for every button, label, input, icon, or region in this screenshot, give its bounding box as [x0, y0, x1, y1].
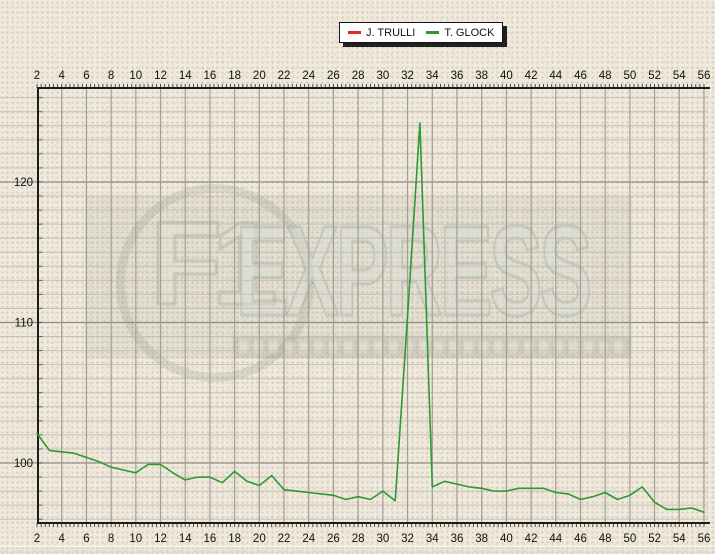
x-tick-label-top: 24	[302, 70, 315, 82]
x-tick-label-bottom: 52	[648, 533, 661, 545]
x-tick-label-bottom: 54	[673, 533, 686, 545]
legend: J. TRULLI T. GLOCK	[339, 22, 504, 43]
x-tick-label-bottom: 10	[129, 533, 142, 545]
x-tick-label-top: 14	[179, 70, 192, 82]
x-tick-label-bottom: 28	[352, 533, 365, 545]
x-tick-label-top: 46	[574, 70, 587, 82]
x-tick-label-bottom: 40	[500, 533, 513, 545]
x-tick-label-top: 28	[352, 70, 365, 82]
x-tick-label-bottom: 32	[401, 533, 414, 545]
x-tick-label-bottom: 16	[204, 533, 217, 545]
window-bottom-edge	[0, 546, 715, 554]
legend-item-glock: T. GLOCK	[426, 27, 494, 39]
x-tick-label-top: 12	[154, 70, 167, 82]
x-tick-label-top: 34	[426, 70, 439, 82]
x-tick-label-bottom: 50	[623, 533, 636, 545]
x-tick-label-top: 32	[401, 70, 414, 82]
y-tick-label: 100	[14, 458, 33, 470]
x-tick-label-bottom: 56	[698, 533, 711, 545]
x-tick-label-bottom: 38	[475, 533, 488, 545]
x-tick-label-top: 54	[673, 70, 686, 82]
x-tick-label-top: 18	[228, 70, 241, 82]
x-tick-label-bottom: 14	[179, 533, 192, 545]
x-tick-label-top: 44	[549, 70, 562, 82]
x-tick-label-bottom: 44	[549, 533, 562, 545]
x-tick-label-top: 40	[500, 70, 513, 82]
x-tick-label-top: 36	[451, 70, 464, 82]
y-tick-label: 110	[15, 318, 33, 330]
x-tick-label-top: 4	[59, 70, 66, 82]
x-tick-label-top: 50	[623, 70, 636, 82]
x-tick-label-top: 38	[475, 70, 488, 82]
x-tick-label-top: 48	[599, 70, 612, 82]
x-tick-label-bottom: 20	[253, 533, 266, 545]
x-tick-label-bottom: 26	[327, 533, 340, 545]
x-tick-label-bottom: 22	[278, 533, 291, 545]
y-tick-label: 120	[14, 177, 33, 189]
legend-label-trulli: J. TRULLI	[366, 26, 416, 39]
legend-item-trulli: J. TRULLI	[348, 27, 415, 39]
x-tick-label-bottom: 12	[154, 533, 167, 545]
x-tick-label-bottom: 42	[525, 533, 538, 545]
x-tick-label-bottom: 46	[574, 533, 587, 545]
x-tick-label-top: 2	[34, 70, 40, 82]
x-tick-label-bottom: 8	[108, 533, 114, 545]
x-tick-label-top: 20	[253, 70, 266, 82]
x-tick-label-top: 8	[108, 70, 114, 82]
x-tick-label-top: 26	[327, 70, 340, 82]
x-tick-label-top: 10	[129, 70, 142, 82]
series-line-t-glock	[36, 122, 705, 514]
x-tick-label-bottom: 24	[302, 533, 315, 545]
x-tick-label-bottom: 18	[228, 533, 241, 545]
legend-label-glock: T. GLOCK	[444, 26, 495, 39]
x-tick-label-top: 16	[204, 70, 217, 82]
x-tick-label-bottom: 34	[426, 533, 439, 545]
x-tick-label-top: 30	[376, 70, 389, 82]
x-tick-label-bottom: 30	[376, 533, 389, 545]
x-tick-label-bottom: 4	[59, 533, 66, 545]
x-tick-label-top: 56	[698, 70, 711, 82]
x-tick-label-top: 22	[278, 70, 291, 82]
x-tick-label-bottom: 36	[451, 533, 464, 545]
x-tick-label-top: 6	[83, 70, 89, 82]
glock-color-dash-icon	[426, 31, 440, 34]
x-tick-label-bottom: 6	[83, 533, 89, 545]
x-tick-label-bottom: 48	[599, 533, 612, 545]
trulli-color-dash-icon	[348, 31, 361, 34]
x-tick-label-bottom: 2	[34, 533, 40, 545]
x-tick-label-top: 52	[648, 70, 661, 82]
x-tick-label-top: 42	[525, 70, 538, 82]
